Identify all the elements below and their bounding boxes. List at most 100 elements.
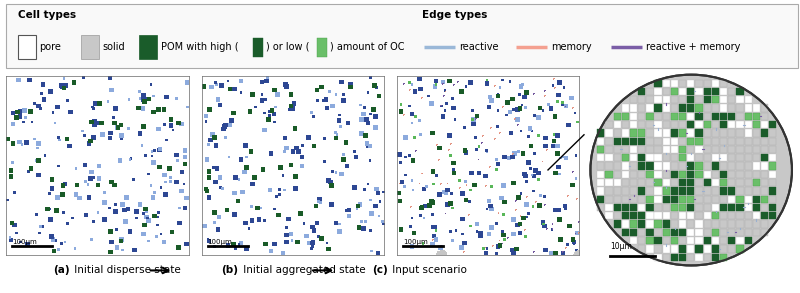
FancyBboxPatch shape <box>606 162 613 170</box>
FancyBboxPatch shape <box>761 105 768 112</box>
FancyBboxPatch shape <box>704 171 711 178</box>
FancyBboxPatch shape <box>606 204 613 211</box>
FancyBboxPatch shape <box>695 195 702 203</box>
FancyBboxPatch shape <box>753 105 760 112</box>
FancyBboxPatch shape <box>753 204 760 211</box>
FancyBboxPatch shape <box>646 129 654 137</box>
FancyBboxPatch shape <box>761 121 768 128</box>
FancyBboxPatch shape <box>638 245 646 253</box>
FancyBboxPatch shape <box>622 146 629 153</box>
FancyBboxPatch shape <box>712 121 719 128</box>
FancyBboxPatch shape <box>720 113 727 120</box>
FancyBboxPatch shape <box>720 138 727 145</box>
FancyBboxPatch shape <box>720 253 727 261</box>
FancyBboxPatch shape <box>662 129 670 137</box>
FancyBboxPatch shape <box>606 146 613 153</box>
FancyBboxPatch shape <box>704 179 711 186</box>
FancyBboxPatch shape <box>728 171 735 178</box>
FancyBboxPatch shape <box>646 146 654 153</box>
FancyBboxPatch shape <box>687 154 694 161</box>
FancyBboxPatch shape <box>761 113 768 120</box>
Text: Initial disperse state: Initial disperse state <box>71 265 181 275</box>
FancyBboxPatch shape <box>728 154 735 161</box>
Text: POM with high (: POM with high ( <box>161 42 238 52</box>
FancyBboxPatch shape <box>687 229 694 236</box>
FancyBboxPatch shape <box>82 35 98 59</box>
FancyBboxPatch shape <box>679 237 686 244</box>
FancyBboxPatch shape <box>736 229 743 236</box>
FancyBboxPatch shape <box>720 96 727 103</box>
FancyBboxPatch shape <box>695 105 702 112</box>
FancyBboxPatch shape <box>687 146 694 153</box>
FancyBboxPatch shape <box>704 96 711 103</box>
FancyBboxPatch shape <box>745 171 752 178</box>
Text: ) or low (: ) or low ( <box>266 42 310 52</box>
FancyBboxPatch shape <box>720 229 727 236</box>
FancyBboxPatch shape <box>712 179 719 186</box>
FancyBboxPatch shape <box>630 220 637 228</box>
FancyBboxPatch shape <box>597 179 604 186</box>
FancyBboxPatch shape <box>695 154 702 161</box>
FancyBboxPatch shape <box>745 121 752 128</box>
FancyBboxPatch shape <box>753 146 760 153</box>
FancyBboxPatch shape <box>638 179 646 186</box>
FancyBboxPatch shape <box>662 204 670 211</box>
FancyBboxPatch shape <box>638 96 646 103</box>
FancyBboxPatch shape <box>622 162 629 170</box>
FancyBboxPatch shape <box>687 80 694 87</box>
FancyBboxPatch shape <box>622 138 629 145</box>
FancyBboxPatch shape <box>687 105 694 112</box>
FancyBboxPatch shape <box>679 80 686 87</box>
Text: (b): (b) <box>222 265 238 275</box>
FancyBboxPatch shape <box>728 88 735 95</box>
FancyBboxPatch shape <box>646 162 654 170</box>
FancyBboxPatch shape <box>720 80 727 87</box>
FancyBboxPatch shape <box>630 146 637 153</box>
FancyBboxPatch shape <box>679 212 686 219</box>
FancyBboxPatch shape <box>597 129 604 137</box>
FancyBboxPatch shape <box>679 129 686 137</box>
FancyBboxPatch shape <box>687 138 694 145</box>
FancyBboxPatch shape <box>646 154 654 161</box>
FancyBboxPatch shape <box>654 245 662 253</box>
FancyBboxPatch shape <box>630 204 637 211</box>
FancyBboxPatch shape <box>736 245 743 253</box>
FancyBboxPatch shape <box>638 121 646 128</box>
FancyBboxPatch shape <box>638 154 646 161</box>
FancyBboxPatch shape <box>745 96 752 103</box>
FancyBboxPatch shape <box>704 138 711 145</box>
FancyBboxPatch shape <box>736 220 743 228</box>
FancyBboxPatch shape <box>728 204 735 211</box>
FancyBboxPatch shape <box>646 212 654 219</box>
FancyBboxPatch shape <box>720 187 727 195</box>
Text: reactive: reactive <box>459 42 499 52</box>
FancyBboxPatch shape <box>630 212 637 219</box>
FancyBboxPatch shape <box>253 38 263 57</box>
FancyBboxPatch shape <box>704 195 711 203</box>
FancyBboxPatch shape <box>679 146 686 153</box>
FancyBboxPatch shape <box>728 113 735 120</box>
FancyBboxPatch shape <box>646 105 654 112</box>
FancyBboxPatch shape <box>728 245 735 253</box>
FancyBboxPatch shape <box>646 113 654 120</box>
FancyBboxPatch shape <box>728 129 735 137</box>
FancyBboxPatch shape <box>622 179 629 186</box>
FancyBboxPatch shape <box>614 146 621 153</box>
FancyBboxPatch shape <box>712 80 719 87</box>
FancyBboxPatch shape <box>622 212 629 219</box>
FancyBboxPatch shape <box>695 113 702 120</box>
FancyBboxPatch shape <box>736 146 743 153</box>
FancyBboxPatch shape <box>630 179 637 186</box>
FancyBboxPatch shape <box>630 171 637 178</box>
FancyBboxPatch shape <box>606 129 613 137</box>
FancyBboxPatch shape <box>654 121 662 128</box>
FancyBboxPatch shape <box>654 96 662 103</box>
FancyBboxPatch shape <box>728 212 735 219</box>
FancyBboxPatch shape <box>736 129 743 137</box>
FancyBboxPatch shape <box>712 187 719 195</box>
FancyBboxPatch shape <box>597 187 604 195</box>
FancyBboxPatch shape <box>606 195 613 203</box>
FancyBboxPatch shape <box>597 195 604 203</box>
FancyBboxPatch shape <box>761 195 768 203</box>
FancyBboxPatch shape <box>662 138 670 145</box>
